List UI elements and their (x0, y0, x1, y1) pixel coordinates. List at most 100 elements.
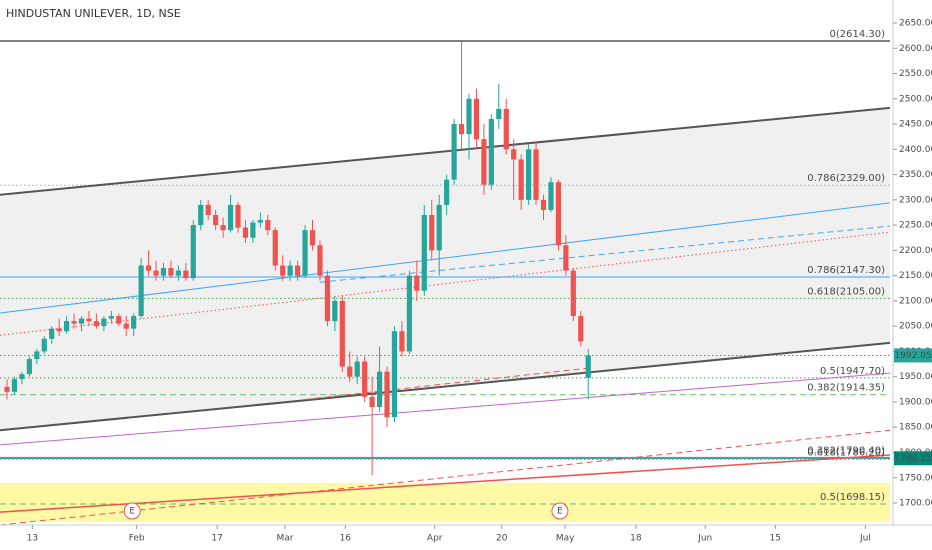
candle-body (138, 265, 144, 317)
candle-body (86, 318, 92, 322)
candle-body (160, 268, 167, 276)
trend-line (0, 341, 891, 432)
x-tick-label: 13 (27, 534, 38, 544)
candle-body (205, 204, 211, 216)
trend-line (0, 106, 891, 196)
candle-body (280, 265, 286, 276)
trend-line (0, 454, 891, 513)
plot-area (0, 40, 891, 526)
candle-body (466, 98, 472, 135)
candle-body (540, 199, 547, 210)
candle-body (175, 270, 181, 276)
candle-body (369, 396, 375, 408)
trend-line (305, 367, 589, 400)
x-tick-label: Feb (129, 534, 145, 544)
x-tick-label: May (556, 534, 575, 544)
candle-body (526, 149, 532, 200)
fib-level-label: 0.786(2329.00) (807, 173, 885, 184)
candle-body (168, 268, 174, 276)
event-label: E (557, 507, 563, 517)
candle-body (265, 220, 271, 231)
candle-body (563, 245, 569, 271)
candle-body (93, 321, 100, 327)
candle-body (481, 139, 487, 185)
y-tick-label: 1850.00 (899, 423, 932, 433)
y-tick-label: 2100.00 (899, 296, 932, 306)
x-tick-label: 17 (211, 534, 222, 544)
candle-body (391, 331, 398, 418)
trend-line (319, 225, 891, 283)
candle-body (414, 275, 420, 291)
candle-body (116, 316, 122, 324)
candle-body (570, 270, 576, 317)
event-marker (551, 502, 569, 520)
candle-body (64, 321, 70, 332)
trend-line (0, 429, 891, 526)
candle-body (399, 331, 405, 352)
candle-body (4, 386, 10, 392)
candle-body (347, 366, 353, 377)
fib-level-label: 0.5(1947.70) (820, 366, 885, 377)
y-tick-label: 2400.00 (899, 145, 932, 155)
candle-body (227, 204, 234, 231)
candle-body (518, 159, 524, 200)
candle-body (362, 361, 368, 397)
candle-body (108, 316, 114, 319)
y-tick-label: 2200.00 (899, 246, 932, 256)
candle-body (235, 204, 241, 228)
price-label: 1992.05 (894, 351, 931, 361)
candle-body (458, 124, 465, 135)
candle-body (295, 265, 301, 276)
candle-body (19, 374, 25, 380)
candle-body (34, 351, 40, 360)
candle-body (354, 361, 360, 377)
candle-body (309, 230, 316, 246)
candle-body (198, 204, 204, 226)
candle-body (220, 225, 226, 231)
event-label: E (129, 507, 135, 517)
candle-body (451, 124, 457, 180)
candle-body (339, 300, 345, 367)
candle-body (49, 328, 55, 339)
candle-body (123, 323, 129, 329)
y-tick-label: 2250.00 (899, 221, 932, 231)
candle-body (503, 108, 509, 150)
candle-body (242, 227, 249, 238)
candle-body (555, 182, 562, 246)
trend-line (0, 372, 891, 446)
candle-body (496, 108, 502, 119)
candle-body (511, 149, 517, 160)
candle-body (56, 328, 62, 332)
chart-title: HINDUSTAN UNILEVER, 1D, NSE (6, 7, 181, 20)
candle-body (473, 98, 480, 140)
candle-body (533, 149, 539, 200)
candle-body (317, 245, 323, 276)
fib-level-label: 0.382(1790.40) (807, 445, 885, 456)
candle-body (257, 220, 263, 223)
y-tick-label: 2350.00 (899, 170, 932, 180)
x-tick-label: Jun (697, 534, 712, 544)
candle-body (26, 359, 32, 375)
candle-body (421, 215, 427, 291)
candle-body (548, 182, 554, 210)
price-label-box (894, 348, 932, 363)
price-label: 1788.55 (894, 454, 931, 464)
candle-body (444, 179, 450, 205)
candle-body (406, 275, 412, 352)
y-tick-label: 1750.00 (899, 473, 932, 483)
candle-body (272, 230, 278, 266)
y-tick-label: 2050.00 (899, 322, 932, 332)
fib-level-label: 0.786(2147.30) (807, 265, 885, 276)
candle-body (585, 355, 591, 378)
candle-body (429, 215, 435, 251)
x-tick-label: Mar (276, 534, 293, 544)
y-tick-label: 2300.00 (899, 195, 932, 205)
candle-body (332, 300, 338, 322)
candle-body (11, 379, 18, 392)
event-marker (123, 502, 141, 520)
candle-body (153, 270, 159, 276)
y-tick-label: 1700.00 (899, 499, 932, 509)
candle-body (78, 318, 85, 324)
x-tick-label: 16 (340, 534, 352, 544)
x-tick-label: 20 (496, 534, 508, 544)
